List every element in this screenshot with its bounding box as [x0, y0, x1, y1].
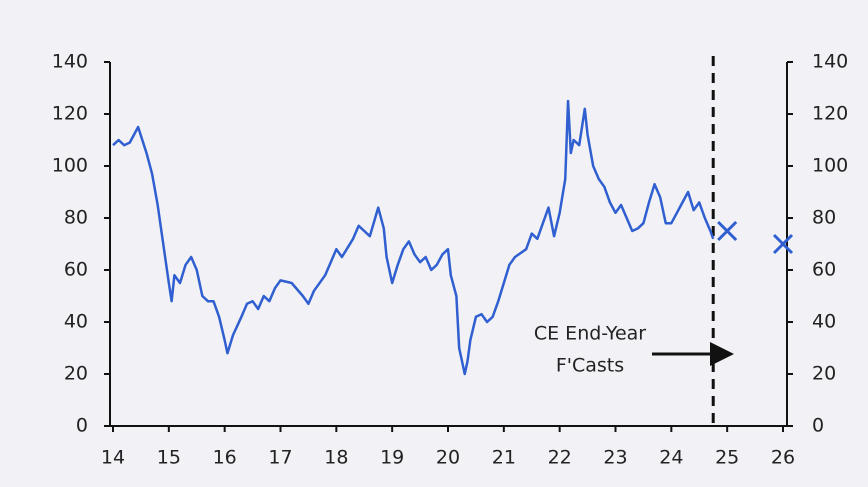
annotation: F'Casts	[556, 355, 624, 377]
y2-tick-label: 140	[812, 51, 848, 73]
x-tick-label: 21	[492, 447, 516, 469]
y-tick-label: 80	[64, 207, 88, 229]
y2-tick-label: 20	[812, 363, 836, 385]
x-tick-label: 22	[548, 447, 572, 469]
x-tick-label: 15	[157, 447, 181, 469]
y-tick-label: 60	[64, 259, 88, 281]
x-tick-label: 16	[213, 447, 237, 469]
x-tick-label: 17	[268, 447, 292, 469]
y2-tick-label: 0	[812, 415, 824, 437]
y-tick-label: 100	[52, 155, 88, 177]
x-tick-label: 24	[659, 447, 683, 469]
y-tick-label: 40	[64, 311, 88, 333]
x-tick-label: 20	[436, 447, 460, 469]
y2-tick-label: 40	[812, 311, 836, 333]
forecast-marker	[772, 233, 794, 255]
y-tick-label: 0	[76, 415, 88, 437]
x-tick-label: 14	[101, 447, 125, 469]
x-tick-label: 19	[380, 447, 404, 469]
y-tick-label: 140	[52, 51, 88, 73]
y2-tick-label: 100	[812, 155, 848, 177]
y-tick-label: 120	[52, 103, 88, 125]
forecast-marker	[717, 220, 738, 242]
x-tick-label: 18	[324, 447, 348, 469]
x-tick-label: 26	[771, 447, 795, 469]
x-tick-label: 25	[715, 447, 739, 469]
price-line	[112, 99, 715, 376]
y2-tick-label: 120	[812, 103, 848, 125]
y-tick-label: 20	[64, 363, 88, 385]
x-tick-label: 23	[603, 447, 627, 469]
y2-tick-label: 60	[812, 259, 836, 281]
annotation: CE End-Year	[534, 323, 646, 345]
y2-tick-label: 80	[812, 207, 836, 229]
